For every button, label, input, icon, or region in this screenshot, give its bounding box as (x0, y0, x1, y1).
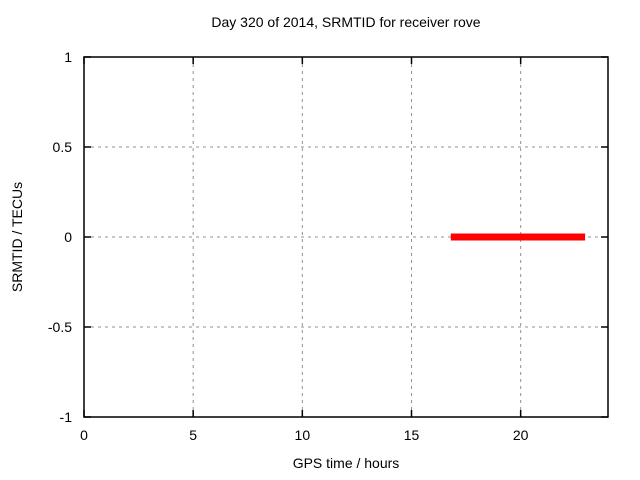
y-tick-label: 1 (64, 49, 72, 65)
x-tick-label: 15 (404, 427, 420, 443)
y-tick-label: 0 (64, 229, 72, 245)
x-tick-label: 10 (295, 427, 311, 443)
y-tick-label: -1 (60, 409, 73, 425)
plot-border (83, 56, 609, 418)
x-tick-label: 5 (189, 427, 197, 443)
x-tick-label: 20 (513, 427, 529, 443)
y-tick-label: -0.5 (48, 319, 72, 335)
x-axis-label: GPS time / hours (292, 455, 400, 471)
chart-title: Day 320 of 2014, SRMTID for receiver rov… (211, 14, 481, 30)
y-tick-label: 0.5 (53, 139, 73, 155)
x-tick-label: 0 (80, 427, 88, 443)
